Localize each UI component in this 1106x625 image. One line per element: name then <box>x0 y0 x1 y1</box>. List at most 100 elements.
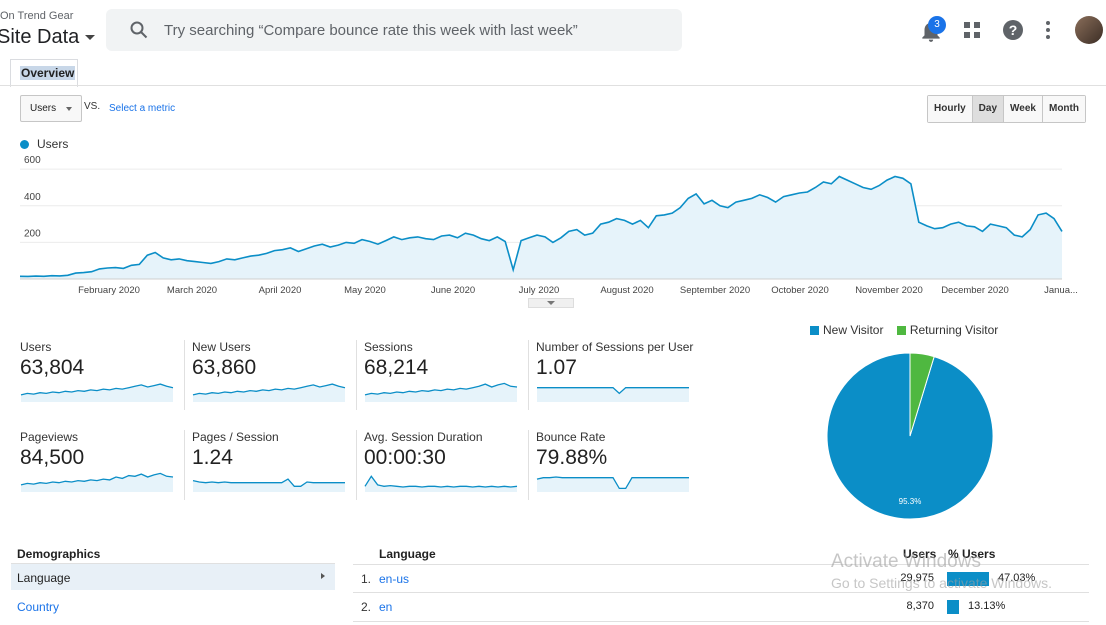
tab-overview-label: Overview <box>20 66 76 80</box>
divider <box>528 430 529 500</box>
row-language-link[interactable]: en-us <box>379 572 410 586</box>
metric-dropdown-label: Users <box>30 103 57 114</box>
x-tick-label: October 2020 <box>771 285 829 296</box>
y-tick-label: 200 <box>24 228 41 239</box>
kpi-label: Number of Sessions per User <box>536 340 694 354</box>
legend-swatch-new <box>810 326 819 335</box>
windows-watermark-subtitle: Go to Settings to activate Windows. <box>831 575 1052 591</box>
tab-overview[interactable]: Overview <box>10 59 78 87</box>
x-tick-label: May 2020 <box>344 285 386 296</box>
account-name: On Trend Gear <box>0 10 74 22</box>
windows-watermark-title: Activate Windows <box>831 551 981 572</box>
kpi-sparkline <box>192 383 346 402</box>
kpi-value: 00:00:30 <box>364 446 446 469</box>
x-tick-label: August 2020 <box>600 285 653 296</box>
kpi-value: 68,214 <box>364 356 429 379</box>
language-table-title: Language <box>379 547 436 561</box>
kpi-label: Pages / Session <box>192 430 279 444</box>
x-tick-label: September 2020 <box>680 285 750 296</box>
kpi-sparkline <box>364 475 518 492</box>
kpi-tile[interactable]: New Users 63,860 <box>184 340 352 410</box>
x-tick-label: March 2020 <box>167 285 217 296</box>
legend-dot <box>20 140 29 149</box>
row-language-link[interactable]: en <box>379 600 393 614</box>
x-tick-label: April 2020 <box>259 285 302 296</box>
kpi-sparkline <box>20 383 174 402</box>
kpi-label: Avg. Session Duration <box>364 430 483 444</box>
granularity-day[interactable]: Day <box>972 96 1005 122</box>
row-rank: 2. <box>361 600 372 614</box>
pie-slice[interactable] <box>909 352 935 437</box>
x-tick-label: June 2020 <box>431 285 475 296</box>
row-users: 29,975 <box>900 572 934 584</box>
column-users: Users <box>903 547 937 561</box>
users-line-chart[interactable]: 600 400 200 February 2020 March 2020 April 20… <box>0 150 1086 300</box>
kpi-value: 63,804 <box>20 356 85 379</box>
caret-down-icon <box>85 35 96 41</box>
granularity-month[interactable]: Month <box>1042 96 1085 122</box>
kpi-tile[interactable]: Pageviews 84,500 <box>20 430 180 500</box>
divider <box>356 340 357 410</box>
kpi-sparkline <box>537 387 689 402</box>
demographics-item-country[interactable]: Country <box>17 600 60 614</box>
divider <box>11 563 335 564</box>
divider <box>353 592 1089 593</box>
granularity-hourly[interactable]: Hourly <box>928 96 973 122</box>
demographics-item-language[interactable]: Language <box>11 564 335 590</box>
kpi-tile[interactable]: Number of Sessions per User 1.07 <box>528 340 696 410</box>
property-selector[interactable]: Site Data <box>0 26 96 49</box>
caret-down-icon <box>66 107 72 111</box>
property-name: Site Data <box>0 26 80 48</box>
search-icon <box>130 21 148 39</box>
svg-text:?: ? <box>1009 22 1018 38</box>
help-icon[interactable]: ? <box>1002 19 1024 41</box>
x-tick-label: Janua... <box>1044 285 1078 296</box>
demographics-item-label: Language <box>17 571 71 585</box>
kpi-tile[interactable]: Pages / Session 1.24 <box>184 430 352 500</box>
kpi-value: 1.07 <box>536 356 577 379</box>
users-area <box>20 176 1062 279</box>
y-tick-label: 600 <box>24 155 41 166</box>
kpi-tile[interactable]: Sessions 68,214 <box>356 340 524 410</box>
row-users: 8,370 <box>906 600 934 612</box>
x-tick-label: November 2020 <box>855 285 923 296</box>
divider <box>184 430 185 500</box>
pie-data-label: 95.3% <box>899 497 922 506</box>
kpi-value: 1.24 <box>192 446 233 469</box>
chart-resize-handle[interactable] <box>528 298 574 308</box>
apps-icon[interactable] <box>962 20 982 40</box>
kpi-tile[interactable]: Users 63,804 <box>20 340 180 410</box>
demographics-title: Demographics <box>17 547 101 561</box>
legend-new-visitor: New Visitor <box>823 323 884 337</box>
search-placeholder: Try searching “Compare bounce rate this … <box>164 22 578 39</box>
legend-returning-visitor: Returning Visitor <box>909 323 999 337</box>
divider <box>528 340 529 410</box>
kpi-sparkline <box>364 382 518 402</box>
search-bar[interactable]: Try searching “Compare bounce rate this … <box>106 9 682 51</box>
select-metric-link[interactable]: Select a metric <box>109 103 176 114</box>
visitor-pie-chart[interactable]: 95.3% <box>820 346 1000 526</box>
divider <box>356 430 357 500</box>
granularity-toggle: Hourly Day Week Month <box>927 95 1086 123</box>
row-percent: 47.03% <box>998 572 1036 584</box>
row-percent: 13.13% <box>968 600 1006 612</box>
kpi-label: Pageviews <box>20 430 79 444</box>
more-vert-icon[interactable] <box>1040 19 1056 41</box>
divider <box>353 621 1089 622</box>
kpi-sparkline <box>536 476 689 492</box>
metric-dropdown[interactable]: Users <box>20 95 82 122</box>
kpi-value: 84,500 <box>20 446 85 469</box>
divider <box>184 340 185 410</box>
kpi-tile[interactable]: Avg. Session Duration 00:00:30 <box>356 430 524 500</box>
kpi-value: 63,860 <box>192 356 257 379</box>
kpi-sparkline <box>20 472 174 492</box>
kpi-value: 79.88% <box>536 446 608 469</box>
kpi-tile[interactable]: Bounce Rate 79.88% <box>528 430 696 500</box>
kpi-label: Users <box>20 340 52 354</box>
x-tick-label: July 2020 <box>519 285 560 296</box>
avatar[interactable] <box>1075 16 1103 44</box>
divider <box>353 564 1089 565</box>
row-percent-bar <box>947 572 990 586</box>
granularity-week[interactable]: Week <box>1004 96 1043 122</box>
legend-label: Users <box>37 137 69 151</box>
